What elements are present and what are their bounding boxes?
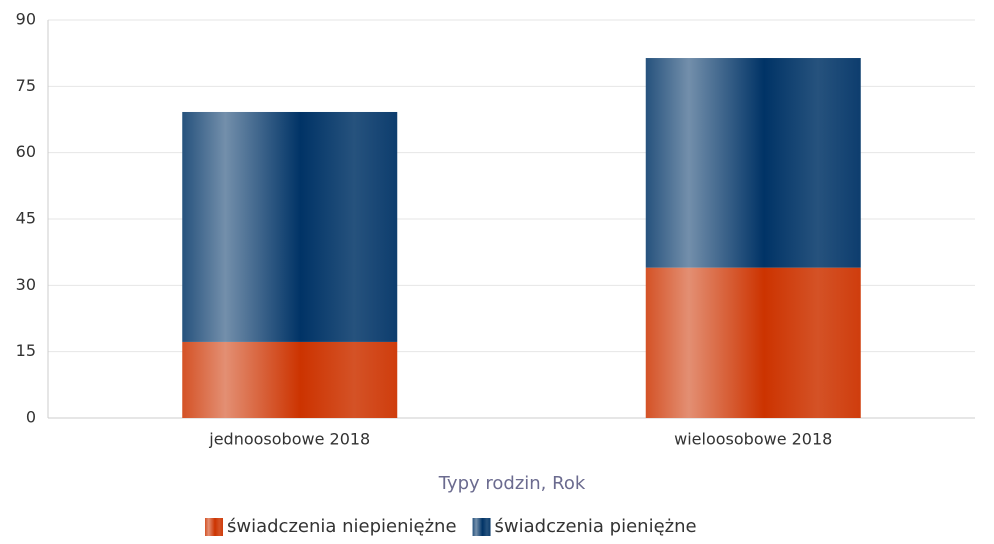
bar-segment	[645, 58, 861, 268]
y-tick-label: 15	[16, 341, 36, 360]
x-axis-title: Typy rodzin, Rok	[438, 473, 586, 494]
bar-segment	[182, 341, 398, 418]
y-tick-label: 60	[16, 142, 36, 161]
y-tick-label: 0	[26, 408, 36, 427]
bar-segment	[645, 267, 861, 418]
y-tick-label: 90	[16, 10, 36, 29]
legend-swatch	[472, 518, 491, 536]
legend-swatch	[205, 518, 223, 536]
legend-label: świadczenia niepieniężne	[227, 516, 457, 537]
y-tick-label: 75	[16, 76, 36, 95]
x-tick-label: jednoosobowe 2018	[208, 430, 370, 449]
y-tick-label: 30	[16, 275, 36, 294]
legend-label: świadczenia pieniężne	[495, 516, 697, 537]
bar-segment	[182, 111, 398, 342]
x-tick-label: wieloosobowe 2018	[674, 430, 832, 449]
y-tick-label: 45	[16, 209, 36, 228]
